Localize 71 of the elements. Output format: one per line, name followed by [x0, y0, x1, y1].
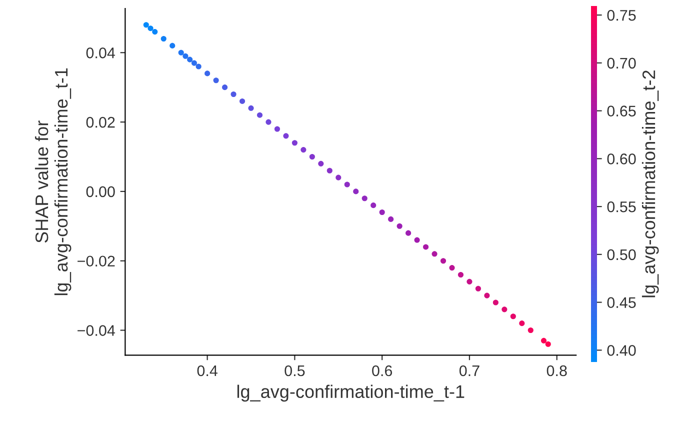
- x-tick-label: 0.8: [546, 365, 567, 376]
- color-bar-label: 0.55: [607, 201, 636, 212]
- point: [187, 56, 193, 62]
- point: [449, 265, 455, 271]
- y-tick-label: −0.02: [78, 256, 115, 267]
- point: [222, 84, 228, 90]
- point: [540, 338, 547, 344]
- color-bar-title: lg_avg-confirmation-time_t-2: [642, 70, 659, 298]
- point: [170, 42, 176, 48]
- point: [388, 216, 394, 222]
- point: [300, 147, 306, 153]
- color-bar-label: 0.70: [607, 58, 636, 69]
- point: [353, 188, 359, 194]
- point: [196, 64, 202, 70]
- point: [336, 174, 342, 180]
- x-tick-label: 0.6: [372, 365, 392, 376]
- point: [510, 314, 516, 320]
- y-tick-label: −0.04: [78, 325, 116, 336]
- point: [191, 60, 197, 66]
- point: [326, 168, 332, 174]
- point: [182, 53, 188, 59]
- point: [414, 237, 420, 243]
- point: [484, 292, 490, 298]
- point: [344, 182, 350, 188]
- point: [283, 133, 289, 139]
- point: [362, 196, 368, 202]
- point: [396, 223, 402, 229]
- point: [230, 92, 236, 98]
- x-tick-label: 0.7: [459, 365, 480, 376]
- y-tick-label: 0.02: [86, 116, 115, 128]
- y-tick-label: 0.00: [86, 186, 115, 198]
- point: [309, 154, 315, 160]
- point: [204, 70, 210, 76]
- x-axis-title: lg_avg-confirmation-time_t-1: [237, 384, 464, 402]
- color-bar-label: 0.40: [607, 345, 636, 356]
- point: [256, 112, 263, 118]
- color-bar-label: 0.60: [607, 154, 636, 164]
- point: [466, 278, 472, 284]
- point: [370, 202, 376, 208]
- point: [502, 306, 508, 312]
- point: [239, 98, 246, 104]
- point: [492, 300, 498, 306]
- point: [406, 230, 412, 236]
- y-tick-label: 0.04: [86, 48, 116, 58]
- point: [248, 105, 254, 111]
- x-tick-label: 0.4: [197, 365, 218, 376]
- point: [379, 209, 385, 216]
- point: [475, 286, 481, 292]
- color-bar-label: 0.65: [607, 106, 636, 116]
- x-tick-label: 0.5: [284, 365, 305, 376]
- point: [318, 160, 324, 166]
- point: [148, 26, 154, 32]
- point: [528, 327, 534, 334]
- point: [458, 272, 464, 278]
- color-bar-label: 0.45: [607, 297, 636, 308]
- point: [160, 36, 166, 42]
- color-bar-label: 0.50: [607, 249, 636, 260]
- point: [292, 140, 298, 146]
- color-bar-label: 0.75: [607, 10, 636, 21]
- point: [266, 119, 272, 125]
- point: [432, 251, 438, 257]
- point: [423, 244, 429, 250]
- point: [545, 341, 551, 347]
- point: [274, 126, 280, 132]
- point: [178, 50, 184, 56]
- point: [213, 78, 219, 84]
- y-axis-title: SHAP value for lg_avg-confirmation-time_t-1: [34, 68, 72, 296]
- point: [143, 22, 149, 28]
- point: [152, 29, 158, 35]
- point: [440, 258, 446, 264]
- point: [519, 320, 525, 326]
